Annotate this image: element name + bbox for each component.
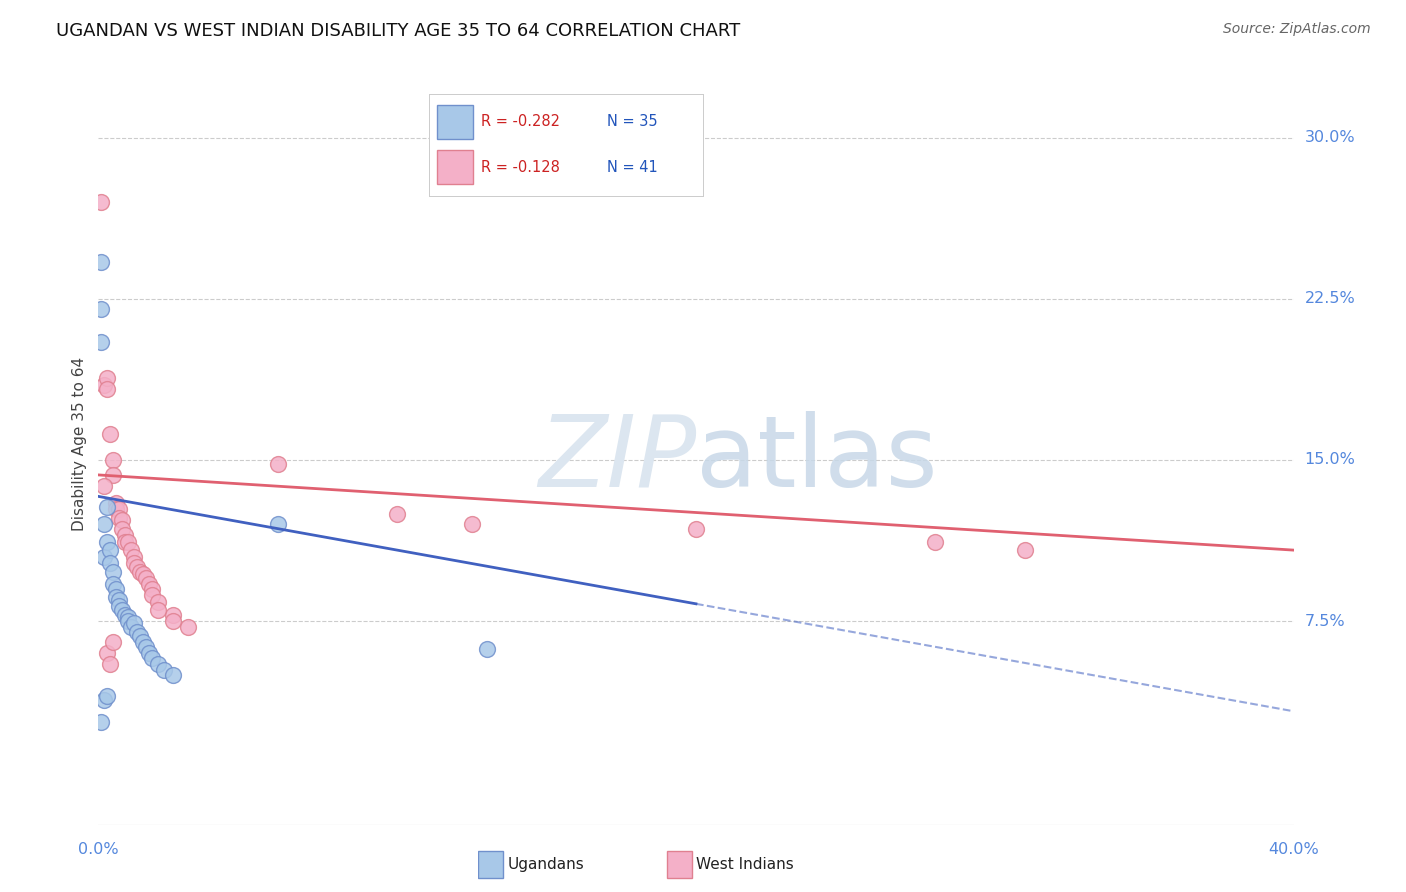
Point bbox=[108, 592, 131, 607]
Point bbox=[141, 650, 163, 665]
Point bbox=[103, 467, 125, 482]
Point bbox=[120, 543, 142, 558]
Point bbox=[108, 511, 131, 525]
Point bbox=[1014, 543, 1036, 558]
Point bbox=[135, 640, 157, 654]
Point bbox=[385, 507, 409, 521]
Text: 7.5%: 7.5% bbox=[1305, 614, 1346, 629]
Point bbox=[96, 534, 118, 549]
Point bbox=[132, 566, 155, 581]
Text: R = -0.128: R = -0.128 bbox=[481, 160, 560, 175]
Point bbox=[141, 582, 163, 596]
Point bbox=[461, 517, 484, 532]
Text: West Indians: West Indians bbox=[696, 857, 794, 871]
Point bbox=[90, 714, 112, 729]
Point bbox=[177, 620, 200, 634]
Point bbox=[138, 646, 160, 660]
Text: 15.0%: 15.0% bbox=[1305, 452, 1355, 467]
Text: 22.5%: 22.5% bbox=[1305, 292, 1355, 306]
Text: N = 41: N = 41 bbox=[607, 160, 658, 175]
Point bbox=[103, 453, 125, 467]
Text: R = -0.282: R = -0.282 bbox=[481, 114, 560, 129]
Point bbox=[117, 534, 139, 549]
Point bbox=[90, 334, 112, 349]
Text: Ugandans: Ugandans bbox=[508, 857, 583, 871]
Point bbox=[924, 534, 946, 549]
Point bbox=[103, 635, 125, 649]
Point bbox=[162, 667, 184, 681]
Text: 0.0%: 0.0% bbox=[79, 842, 118, 857]
Point bbox=[96, 646, 118, 660]
Point bbox=[93, 377, 115, 392]
Point bbox=[96, 382, 118, 396]
Point bbox=[111, 522, 134, 536]
Point bbox=[105, 582, 128, 596]
Point bbox=[148, 657, 170, 671]
Point bbox=[129, 629, 152, 643]
Y-axis label: Disability Age 35 to 64: Disability Age 35 to 64 bbox=[72, 357, 87, 531]
Point bbox=[148, 603, 170, 617]
Point bbox=[108, 502, 131, 516]
Bar bbox=[437, 105, 472, 139]
Point bbox=[98, 543, 122, 558]
Point bbox=[93, 478, 115, 492]
Point bbox=[153, 664, 176, 678]
Point bbox=[124, 616, 146, 631]
Point bbox=[117, 614, 139, 628]
Point bbox=[475, 642, 498, 657]
Point bbox=[108, 599, 131, 613]
Point bbox=[105, 591, 128, 605]
Point bbox=[141, 588, 163, 602]
Point bbox=[138, 577, 160, 591]
Point bbox=[135, 571, 157, 585]
Point bbox=[120, 620, 142, 634]
Point bbox=[162, 607, 184, 622]
Point bbox=[93, 517, 115, 532]
Point bbox=[98, 427, 122, 442]
Point bbox=[96, 500, 118, 515]
Point bbox=[103, 577, 125, 591]
Point bbox=[96, 689, 118, 703]
Point bbox=[96, 371, 118, 385]
Point bbox=[111, 603, 134, 617]
Point bbox=[114, 534, 136, 549]
Point bbox=[127, 560, 149, 574]
Point bbox=[148, 595, 170, 609]
Bar bbox=[437, 150, 472, 184]
Point bbox=[129, 565, 152, 579]
Text: Source: ZipAtlas.com: Source: ZipAtlas.com bbox=[1223, 22, 1371, 37]
Point bbox=[93, 549, 115, 564]
Point bbox=[162, 614, 184, 628]
Point bbox=[90, 302, 112, 317]
Text: 40.0%: 40.0% bbox=[1268, 842, 1319, 857]
Point bbox=[114, 607, 136, 622]
Text: N = 35: N = 35 bbox=[607, 114, 658, 129]
Text: 30.0%: 30.0% bbox=[1305, 130, 1355, 145]
Point bbox=[98, 556, 122, 570]
Point bbox=[90, 195, 112, 210]
Text: ZIP: ZIP bbox=[537, 410, 696, 508]
Point bbox=[103, 565, 125, 579]
Point bbox=[93, 693, 115, 707]
Point bbox=[124, 556, 146, 570]
Point bbox=[105, 502, 128, 516]
Point bbox=[117, 609, 139, 624]
Point bbox=[127, 624, 149, 639]
Text: UGANDAN VS WEST INDIAN DISABILITY AGE 35 TO 64 CORRELATION CHART: UGANDAN VS WEST INDIAN DISABILITY AGE 35… bbox=[56, 22, 741, 40]
Text: atlas: atlas bbox=[696, 410, 938, 508]
Point bbox=[267, 517, 290, 532]
Point bbox=[267, 457, 290, 471]
Point bbox=[114, 528, 136, 542]
Bar bbox=[666, 851, 692, 878]
Bar bbox=[478, 851, 503, 878]
Point bbox=[132, 635, 155, 649]
Point bbox=[90, 255, 112, 269]
Point bbox=[98, 657, 122, 671]
Point bbox=[105, 496, 128, 510]
Point bbox=[685, 522, 707, 536]
Point bbox=[111, 513, 134, 527]
Point bbox=[124, 549, 146, 564]
